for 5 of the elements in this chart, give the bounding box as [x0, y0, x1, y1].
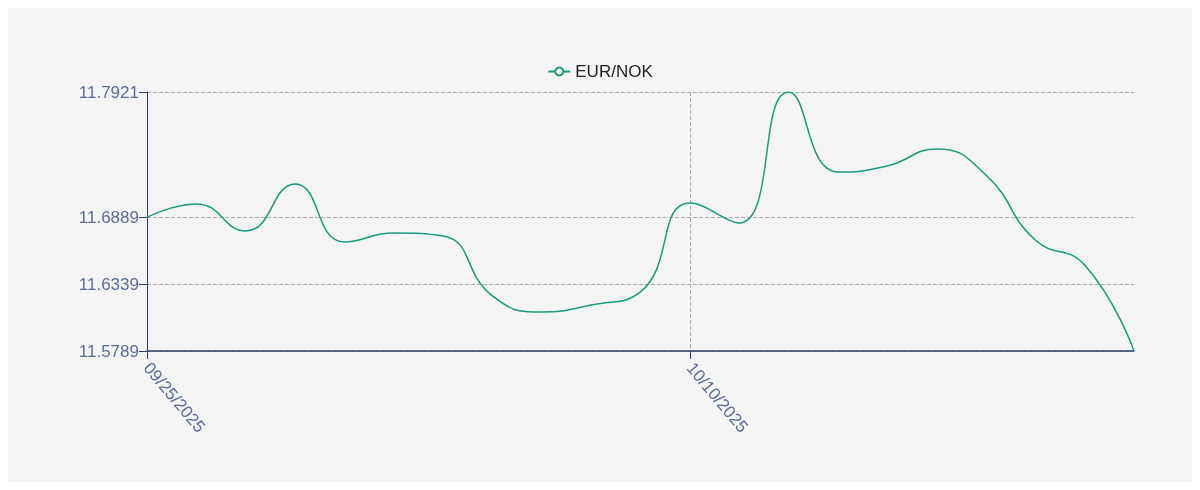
y-tick-label: 11.6889	[78, 207, 139, 227]
y-tick-label: 11.7921	[78, 82, 139, 102]
legend-label: EUR/NOK	[575, 62, 654, 81]
y-tick-label: 11.6339	[78, 274, 139, 294]
y-tick-label: 11.5789	[78, 341, 139, 361]
